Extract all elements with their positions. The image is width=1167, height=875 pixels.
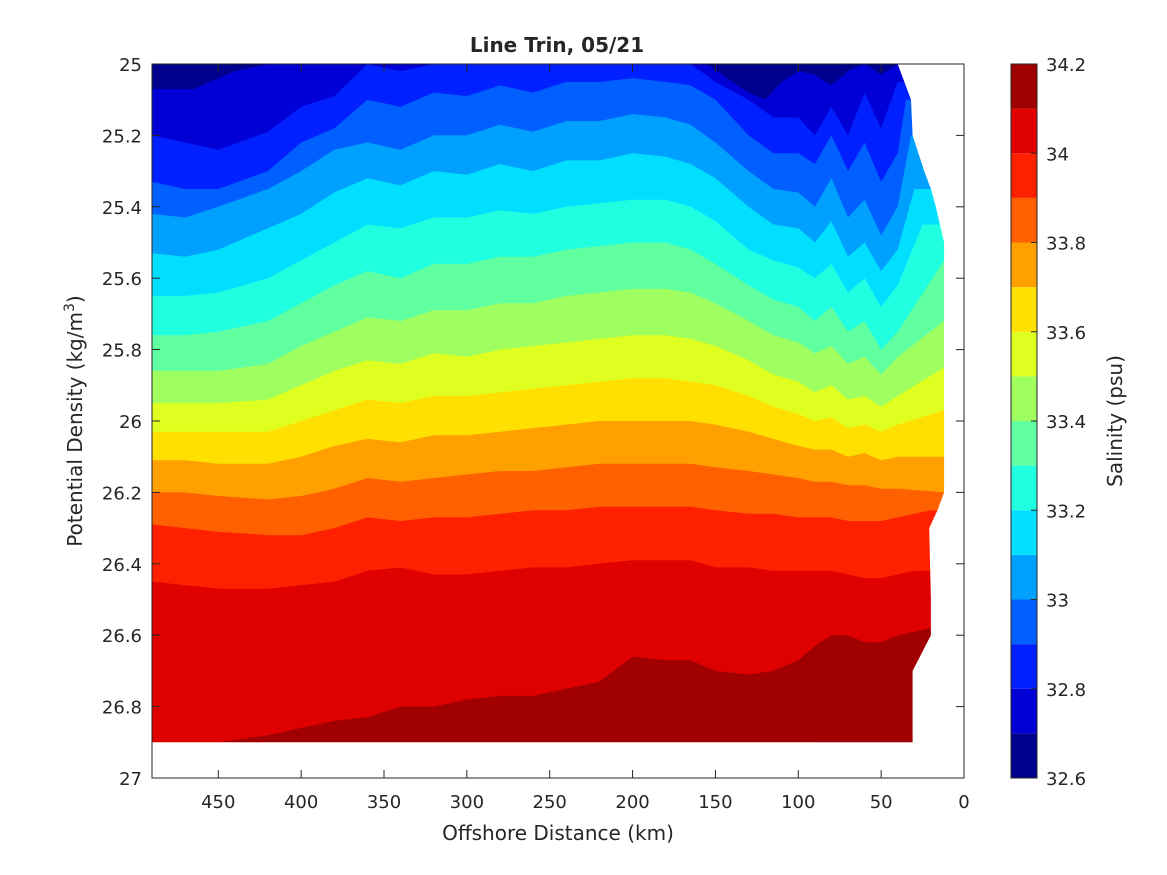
contour-band-34-1 [152,628,964,743]
colorbar-segment [1011,153,1037,198]
colorbar-segment [1011,688,1037,734]
y-tick-label: 26.6 [102,626,142,647]
colorbar-tick-label: 33.2 [1046,501,1086,522]
y-axis-label-superscript: 3 [62,303,78,312]
x-tick-label: 50 [870,792,893,813]
x-tick-label: 0 [958,792,969,813]
x-axis-label: Offshore Distance (km) [442,821,674,845]
colorbar-tick-label: 32.6 [1046,769,1086,790]
shelf-mask [152,64,964,778]
colorbar-segment [1011,465,1037,511]
colorbar-segment [1011,376,1037,421]
y-tick-label: 25.2 [102,126,142,147]
y-tick-label: 26.4 [102,555,142,576]
y-tick-label: 26 [119,412,142,433]
y-tick-label: 25.4 [102,198,142,219]
x-tick-label: 400 [284,792,318,813]
x-tick-label: 200 [615,792,649,813]
x-tick-label: 450 [201,792,235,813]
colorbar-segment [1011,554,1037,600]
y-tick-label: 25.6 [102,269,142,290]
colorbar-segment [1011,644,1037,689]
y-tick-label: 25.8 [102,341,142,362]
colorbar-ticks: 34.2 34 33.8 33.6 33.4 33.2 33 32.8 32.6 [1031,55,1086,790]
colorbar-tick-label: 33.8 [1046,234,1086,255]
colorbar-segment [1011,599,1037,645]
colorbar-tick-label: 32.8 [1046,680,1086,701]
y-axis-label-suffix: ) [63,295,87,303]
colorbar-tick-label: 33.6 [1046,323,1086,344]
y-tick-label: 26.8 [102,698,142,719]
below-data-region [152,742,964,778]
x-axis-ticks: 450 400 350 300 250 200 150 100 50 0 [201,64,970,813]
colorbar: 34.2 34 33.8 33.6 33.4 33.2 33 32.8 32.6 Salinit… [1010,55,1127,790]
y-tick-label: 27 [119,769,142,790]
colorbar-tick-label: 33 [1046,591,1069,612]
x-tick-label: 350 [367,792,401,813]
x-tick-label: 250 [533,792,567,813]
colorbar-segment [1011,242,1037,288]
shelf-no-data-region [897,64,964,778]
chart-title: Line Trin, 05/21 [470,33,644,57]
colorbar-label: Salinity (psu) [1103,355,1127,487]
y-tick-label: 25 [119,55,142,76]
colorbar-tick-label: 34 [1046,144,1069,165]
colorbar-segment [1011,331,1037,377]
plot-area: 450 400 350 300 250 200 150 100 50 0 2525.225.425… [102,55,970,813]
colorbar-segment [1011,421,1037,466]
colorbar-segments [1011,64,1037,778]
colorbar-segment [1011,64,1037,109]
contour-band-34-2 [814,717,913,743]
colorbar-segment [1011,733,1037,778]
y-axis-label-main: Potential Density (kg/m [63,312,87,547]
x-tick-label: 300 [450,792,484,813]
colorbar-segment [1011,287,1037,332]
colorbar-segment [1011,510,1037,555]
colorbar-segment [1011,197,1037,243]
y-tick-label: 26.2 [102,483,142,504]
x-tick-label: 150 [698,792,732,813]
colorbar-tick-label: 34.2 [1046,55,1086,76]
y-axis-ticks: 25 25.2 25.4 25.6 25.8 26 26.2 26.4 26.6 26.8 27 [102,55,964,790]
colorbar-segment [1011,108,1037,154]
y-axis-label: Potential Density (kg/m3) [62,295,87,546]
contour-fills [152,64,964,743]
colorbar-tick-label: 33.4 [1046,412,1086,433]
x-tick-label: 100 [781,792,815,813]
